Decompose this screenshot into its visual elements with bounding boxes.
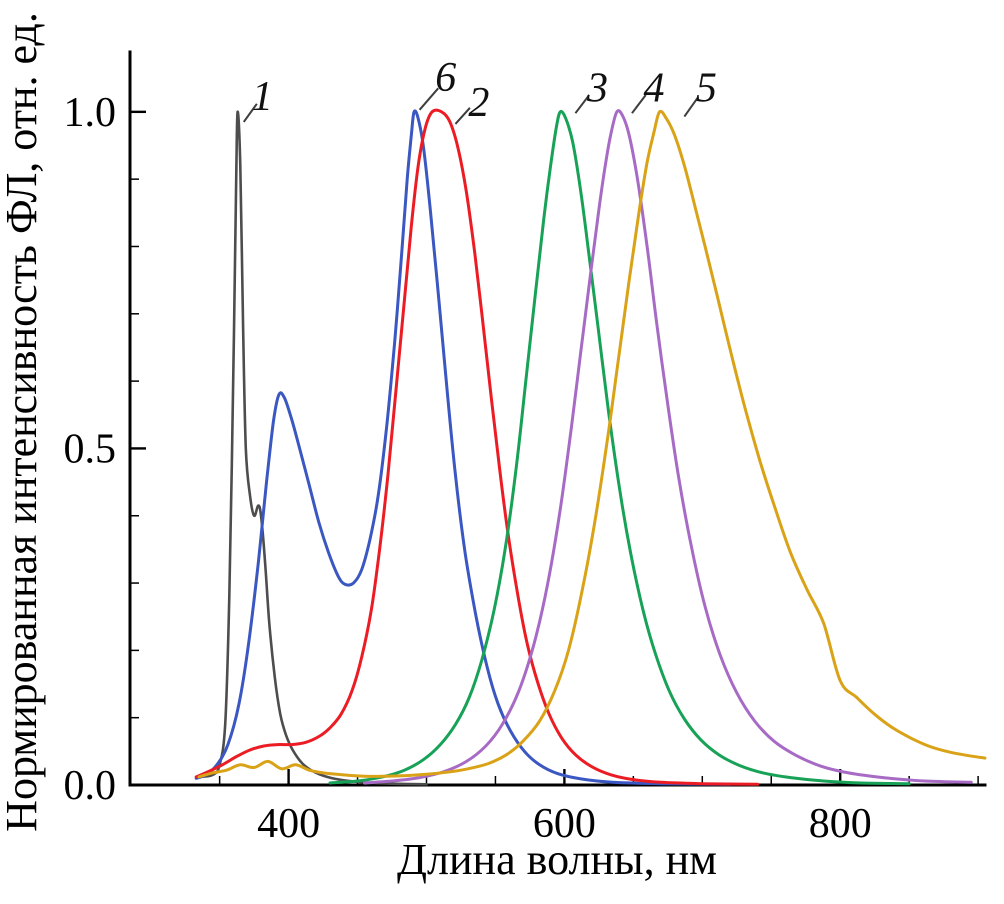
- spectrum-curve-5: [197, 109, 987, 779]
- curve-label-leader-6: [418, 87, 439, 111]
- curve-label-leader-3: [574, 94, 591, 114]
- y-tick-label: 0.0: [64, 763, 117, 809]
- spectrum-curve-4: [362, 109, 973, 785]
- curve-label-5: 5: [696, 65, 717, 111]
- spectrum-curve-6: [194, 109, 732, 786]
- curve-label-3: 3: [586, 65, 608, 111]
- x-tick-label: 600: [533, 801, 596, 847]
- annotations-layer: 1 62 3 4 5: [242, 55, 717, 126]
- y-axis-title: Нормированная интенсивность ФЛ, отн. ед.: [0, 12, 46, 832]
- curve-label-6: 6: [435, 55, 456, 101]
- x-tick-label: 400: [257, 801, 320, 847]
- spectrum-curve-3: [328, 109, 911, 786]
- curve-label-2: 2: [468, 80, 489, 126]
- curve-label-1: 1: [252, 74, 273, 120]
- curves-layer: [194, 108, 987, 786]
- curve-label-leader-1: [242, 103, 258, 123]
- x-axis-title: Длина волны, нм: [397, 835, 717, 884]
- x-tick-label: 800: [809, 801, 872, 847]
- y-tick-label: 1.0: [64, 90, 117, 136]
- curve-label-leader-5: [683, 96, 699, 118]
- spectrum-curve-1: [197, 110, 428, 786]
- spectrum-curve-2: [194, 108, 759, 786]
- curve-label-4: 4: [644, 65, 665, 111]
- axes-layer: 400 600 800 0.0 0.5 1.0: [64, 50, 987, 847]
- curve-label-leader-4: [631, 94, 647, 114]
- y-tick-label: 0.5: [64, 426, 117, 472]
- curve-label-leader-2: [454, 107, 471, 125]
